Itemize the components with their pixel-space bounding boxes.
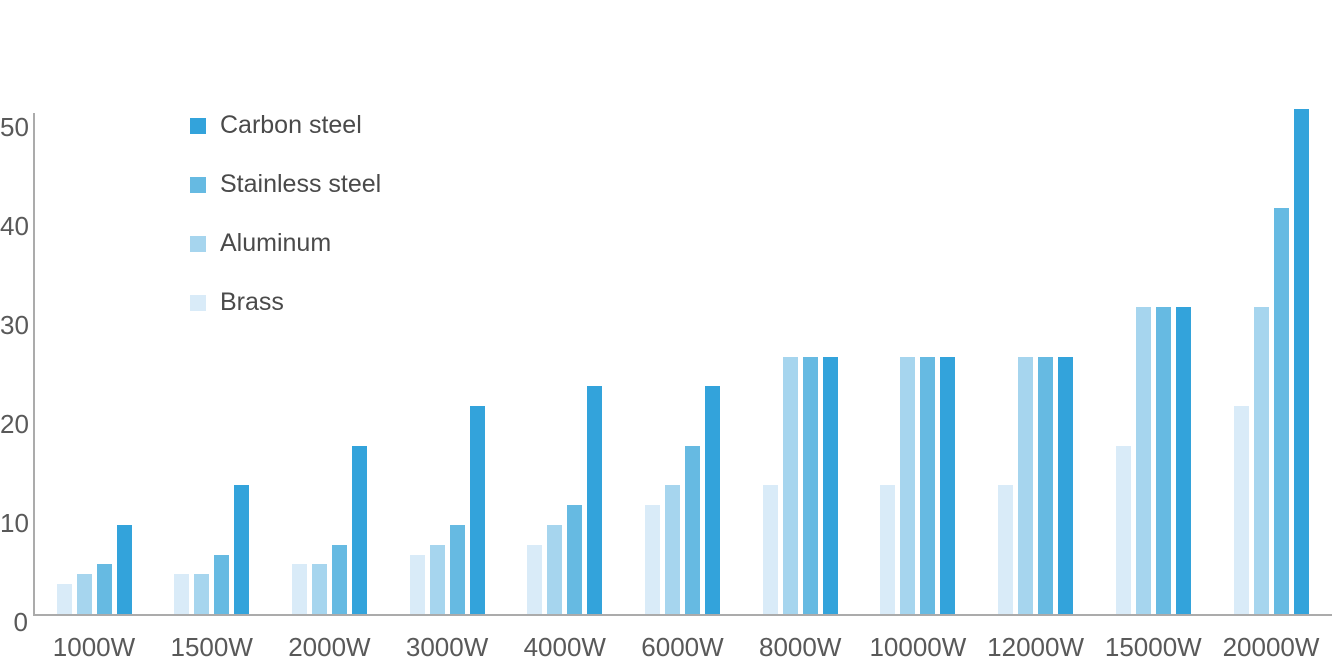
bar-carbon-steel xyxy=(351,446,367,614)
bar-stainless-steel xyxy=(920,357,936,614)
legend-item-stainless-steel: Stainless steel xyxy=(190,170,382,198)
bar-stainless-steel xyxy=(214,555,230,614)
y-axis-line xyxy=(33,113,35,616)
legend-label: Carbon steel xyxy=(220,111,362,139)
x-axis-line xyxy=(33,614,1332,616)
bar-aluminum xyxy=(900,357,916,614)
bar-group-1000w xyxy=(54,525,134,614)
bar-stainless-steel xyxy=(567,505,583,614)
bar-brass xyxy=(174,574,190,614)
x-category-label: 15000W xyxy=(1104,632,1202,662)
y-tick-label: 50 xyxy=(0,112,29,142)
bar-brass xyxy=(527,545,543,614)
bar-brass xyxy=(1233,406,1249,614)
bar-carbon-steel xyxy=(1058,357,1074,614)
bar-group-20000w xyxy=(1231,109,1311,614)
bar-brass xyxy=(56,584,72,614)
bar-carbon-steel xyxy=(234,485,250,614)
bar-carbon-steel xyxy=(822,357,838,614)
x-category-label: 6000W xyxy=(641,632,724,662)
legend-swatch-icon xyxy=(190,117,206,134)
x-category-label: 1000W xyxy=(52,632,136,662)
bar-brass xyxy=(291,564,307,614)
bar-aluminum xyxy=(665,485,680,614)
x-category-label: 10000W xyxy=(869,632,967,662)
bar-stainless-steel xyxy=(331,545,347,614)
legend-swatch-icon xyxy=(190,235,206,252)
bar-aluminum xyxy=(76,574,92,614)
legend-item-carbon-steel: Carbon steel xyxy=(190,111,381,139)
y-tick-label: 0 xyxy=(13,607,28,637)
bar-aluminum xyxy=(311,564,327,614)
bar-stainless-steel xyxy=(96,564,112,614)
bar-brass xyxy=(998,485,1014,614)
bar-carbon-steel xyxy=(587,386,603,614)
bar-aluminum xyxy=(1253,307,1269,614)
x-category-label: 2000W xyxy=(288,632,371,662)
bar-brass xyxy=(409,555,425,614)
bar-group-10000w xyxy=(878,357,958,614)
bar-carbon-steel xyxy=(1293,109,1309,614)
x-category-label: 20000W xyxy=(1222,632,1320,662)
bar-brass xyxy=(762,485,778,614)
bar-carbon-steel xyxy=(1175,307,1191,614)
bar-aluminum xyxy=(429,545,445,614)
bar-aluminum xyxy=(194,574,210,614)
x-category-label: 12000W xyxy=(987,632,1085,662)
bar-group-12000w xyxy=(996,357,1076,614)
bar-stainless-steel xyxy=(685,446,700,614)
bar-aluminum xyxy=(782,357,798,614)
legend-swatch-icon xyxy=(190,294,206,311)
bar-stainless-steel xyxy=(1155,307,1171,614)
bar-group-1500w xyxy=(172,485,252,614)
bar-group-6000w xyxy=(643,386,723,614)
bar-aluminum xyxy=(547,525,563,614)
y-tick-label: 20 xyxy=(0,409,29,439)
bar-aluminum xyxy=(1135,307,1151,614)
bar-stainless-steel xyxy=(1038,357,1054,614)
chart-legend: Carbon steel Stainless steel Aluminum Brass xyxy=(190,111,382,316)
bar-group-3000w xyxy=(407,406,487,614)
legend-item-brass: Brass xyxy=(190,288,381,316)
bar-carbon-steel xyxy=(940,357,956,614)
bar-brass xyxy=(1115,446,1131,614)
bar-brass xyxy=(880,485,896,614)
bar-group-4000w xyxy=(525,386,605,614)
legend-label: Aluminum xyxy=(220,229,332,257)
bar-carbon-steel xyxy=(705,386,720,614)
bar-stainless-steel xyxy=(449,525,465,614)
legend-label: Brass xyxy=(220,288,284,316)
bar-group-2000w xyxy=(289,446,369,614)
y-tick-label: 40 xyxy=(0,211,29,241)
x-category-label: 8000W xyxy=(758,632,842,662)
x-category-label: 4000W xyxy=(523,632,606,662)
bar-carbon-steel xyxy=(469,406,485,614)
bar-stainless-steel xyxy=(802,357,818,614)
y-tick-label: 10 xyxy=(0,508,29,538)
bar-aluminum xyxy=(1018,357,1034,614)
legend-item-aluminum: Aluminum xyxy=(190,229,381,257)
bar-carbon-steel xyxy=(116,525,132,614)
bar-group-8000w xyxy=(760,357,840,614)
legend-swatch-icon xyxy=(190,176,206,193)
bar-brass xyxy=(645,505,660,614)
bar-stainless-steel xyxy=(1273,208,1289,614)
legend-label: Stainless steel xyxy=(220,170,382,198)
y-tick-label: 30 xyxy=(0,310,29,340)
bar-group-15000w xyxy=(1113,307,1193,614)
x-category-label: 1500W xyxy=(170,632,253,662)
x-category-label: 3000W xyxy=(405,632,489,662)
